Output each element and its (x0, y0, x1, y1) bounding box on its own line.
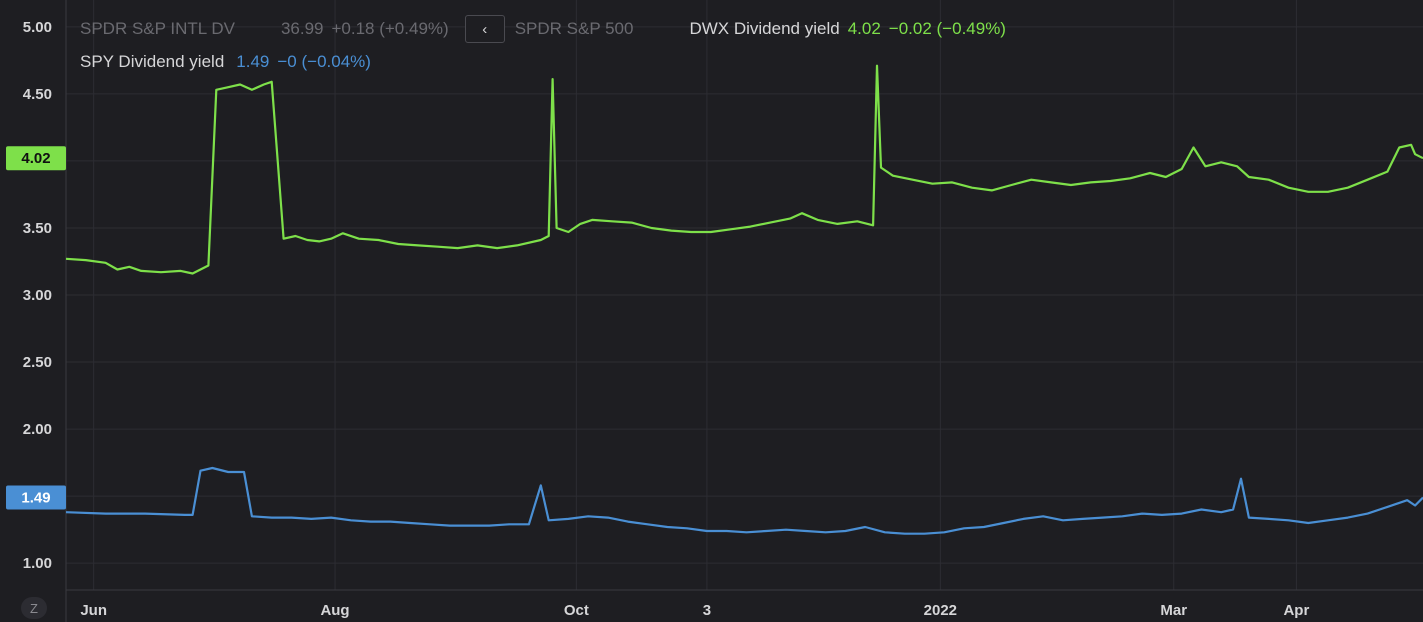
spy-price-tag: 1.49 (6, 485, 66, 510)
price-tags: 4.02 1.49 (6, 146, 66, 510)
compare-symbol-change: +0.18 (+0.49%) (331, 19, 449, 38)
legend-second-row: SPY Dividend yield 1.49 −0 (−0.04%) (80, 52, 371, 72)
compare-symbol-value: 36.99 (280, 19, 324, 38)
dwx-series-line (65, 64, 1423, 275)
dwx-price-tag-label: 4.02 (21, 150, 50, 167)
dwx-legend-label[interactable]: DWX Dividend yield (689, 19, 840, 38)
y-tick-label: 4.50 (23, 86, 52, 103)
x-tick-label: Jun (80, 602, 107, 619)
spy-legend-label[interactable]: SPY Dividend yield (80, 52, 225, 71)
x-tick-label: 3 (703, 602, 711, 619)
zoom-reset-button[interactable]: Z (21, 597, 47, 619)
x-tick-label: Apr (1283, 602, 1309, 619)
next-symbol-name[interactable]: SPDR S&P 500 (514, 19, 634, 38)
time-axis: Jun Aug Oct 3 2022 Mar Apr (80, 602, 1309, 619)
spy-price-tag-label: 1.49 (21, 489, 50, 506)
legend-prev-button[interactable]: ‹ (464, 15, 505, 43)
spy-legend-value: 1.49 (236, 52, 270, 71)
y-tick-label: 3.00 (23, 287, 52, 304)
chart-grid (66, 0, 1423, 590)
x-tick-label: Mar (1160, 602, 1187, 619)
spy-series-line (65, 466, 1423, 535)
y-tick-label: 5.00 (23, 19, 52, 36)
dwx-legend-value: 4.02 (847, 19, 881, 38)
chart-series (65, 64, 1423, 535)
y-tick-label: 2.00 (23, 421, 52, 438)
y-tick-label: 2.50 (23, 354, 52, 371)
x-tick-label: 2022 (924, 602, 957, 619)
spy-price-tag-bg (6, 485, 66, 510)
x-tick-label: Aug (320, 602, 349, 619)
y-tick-label: 3.50 (23, 220, 52, 237)
compare-symbol-name[interactable]: SPDR S&P INTL DV (80, 19, 235, 38)
spy-legend-change: −0 (−0.04%) (277, 52, 371, 71)
y-tick-label: 1.00 (23, 555, 52, 572)
chevron-left-icon: ‹ (482, 20, 488, 38)
x-tick-label: Oct (564, 602, 589, 619)
dwx-price-tag: 4.02 (6, 146, 66, 171)
dwx-legend-change: −0.02 (−0.49%) (888, 19, 1006, 38)
dwx-price-tag-bg (6, 146, 66, 171)
legend-top-row: SPDR S&P INTL DV 36.99 +0.18 (+0.49%) ‹ … (80, 15, 1006, 43)
